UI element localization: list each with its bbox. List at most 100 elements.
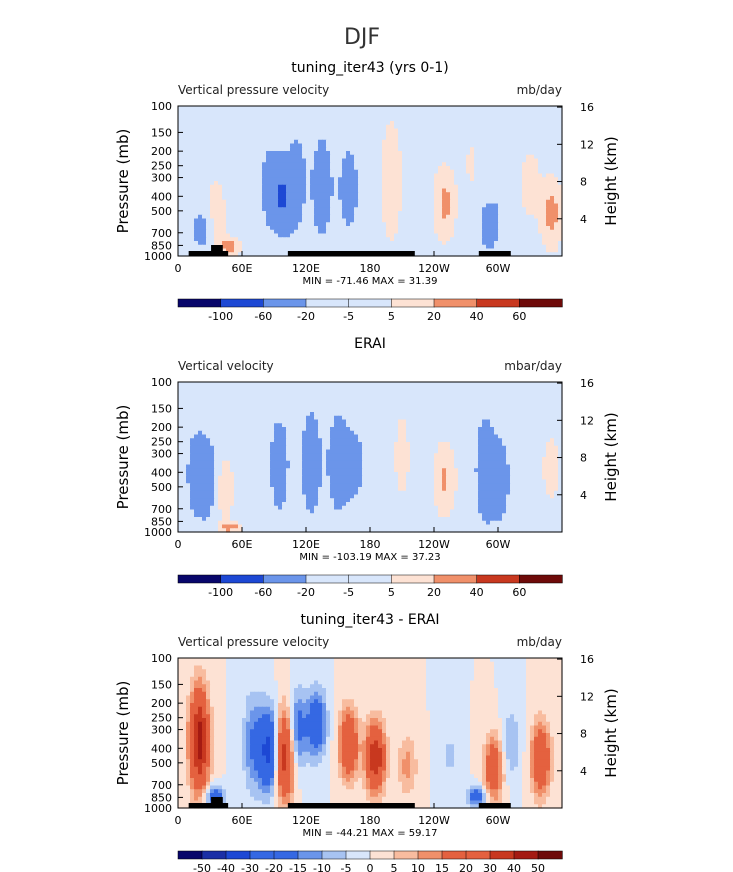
field-cell [446, 233, 451, 238]
field-cell [198, 211, 203, 216]
field-cell [362, 196, 367, 201]
field-cell [554, 252, 559, 257]
field-cell [198, 408, 203, 413]
field-cell [262, 169, 267, 175]
field-cell [466, 226, 471, 231]
field-cell [422, 222, 427, 227]
field-cell [222, 237, 227, 242]
field-cell [466, 173, 471, 178]
field-cell [346, 128, 351, 133]
field-cell [278, 117, 283, 122]
field-cell [426, 229, 431, 235]
field-cell [246, 169, 251, 175]
field-cell [378, 173, 383, 178]
field-cell [386, 218, 391, 223]
field-cell [418, 412, 423, 417]
field-cell [178, 233, 183, 238]
field-cell [262, 419, 267, 424]
field-cell [278, 415, 283, 421]
field-cell [282, 211, 287, 216]
field-cell [294, 177, 299, 182]
field-cell [290, 154, 295, 160]
field-cell [318, 233, 323, 238]
field-cell [210, 382, 215, 387]
field-cell [470, 203, 475, 208]
field-cell [310, 113, 315, 118]
field-cell [502, 408, 507, 413]
field-cell [218, 385, 223, 391]
field-cell [234, 139, 239, 145]
field-cell [378, 199, 383, 205]
field-cell [254, 400, 259, 406]
field-cell [366, 181, 371, 186]
field-cell [338, 192, 343, 197]
field-cell [242, 181, 247, 186]
field-cell [386, 389, 391, 394]
field-cell [218, 389, 223, 394]
field-cell [350, 196, 355, 201]
field-cell [522, 382, 527, 387]
field-cell [550, 196, 555, 201]
field-cell [470, 408, 475, 413]
field-cell [474, 166, 479, 171]
field-cell [398, 121, 403, 126]
field-cell [458, 109, 463, 115]
field-cell [218, 214, 223, 220]
field-cell [502, 196, 507, 201]
field-cell [446, 109, 451, 115]
field-cell [462, 233, 467, 238]
field-cell [478, 181, 483, 186]
field-cell [514, 162, 519, 167]
field-cell [302, 415, 307, 421]
field-cell [338, 184, 343, 190]
field-cell [402, 244, 407, 250]
field-cell [358, 400, 363, 406]
field-cell [338, 229, 343, 235]
field-cell [182, 106, 187, 111]
field-cell [426, 419, 431, 424]
field-cell [274, 400, 279, 406]
field-cell [450, 408, 455, 413]
field-cell [254, 385, 259, 391]
field-cell [526, 169, 531, 175]
field-cell [382, 244, 387, 250]
field-cell [442, 143, 447, 148]
field-cell [286, 169, 291, 175]
field-cell [506, 226, 511, 231]
field-cell [410, 211, 415, 216]
field-cell [486, 132, 491, 137]
field-cell [366, 248, 371, 253]
field-cell [182, 139, 187, 145]
field-cell [538, 222, 543, 227]
field-cell [498, 393, 503, 398]
field-cell [310, 132, 315, 137]
field-cell [370, 241, 375, 246]
field-cell [434, 382, 439, 387]
field-cell [186, 136, 191, 141]
field-cell [378, 181, 383, 186]
field-cell [554, 393, 559, 398]
field-cell [318, 404, 323, 409]
field-cell [218, 393, 223, 398]
field-cell [378, 162, 383, 167]
field-cell [410, 229, 415, 235]
field-cell [358, 382, 363, 387]
field-cell [198, 106, 203, 111]
field-cell [334, 419, 339, 424]
field-cell [266, 233, 271, 238]
field-cell [538, 226, 543, 231]
field-cell [450, 184, 455, 190]
field-cell [214, 218, 219, 223]
field-cell [310, 226, 315, 231]
field-cell [258, 113, 263, 118]
field-cell [534, 181, 539, 186]
field-cell [422, 385, 427, 391]
field-cell [190, 389, 195, 394]
field-cell [230, 196, 235, 201]
field-cell [322, 188, 327, 193]
field-cell [318, 136, 323, 141]
field-cell [490, 389, 495, 394]
field-cell [490, 136, 495, 141]
colorbar-label: 5 [388, 310, 395, 323]
field-cell [462, 222, 467, 227]
